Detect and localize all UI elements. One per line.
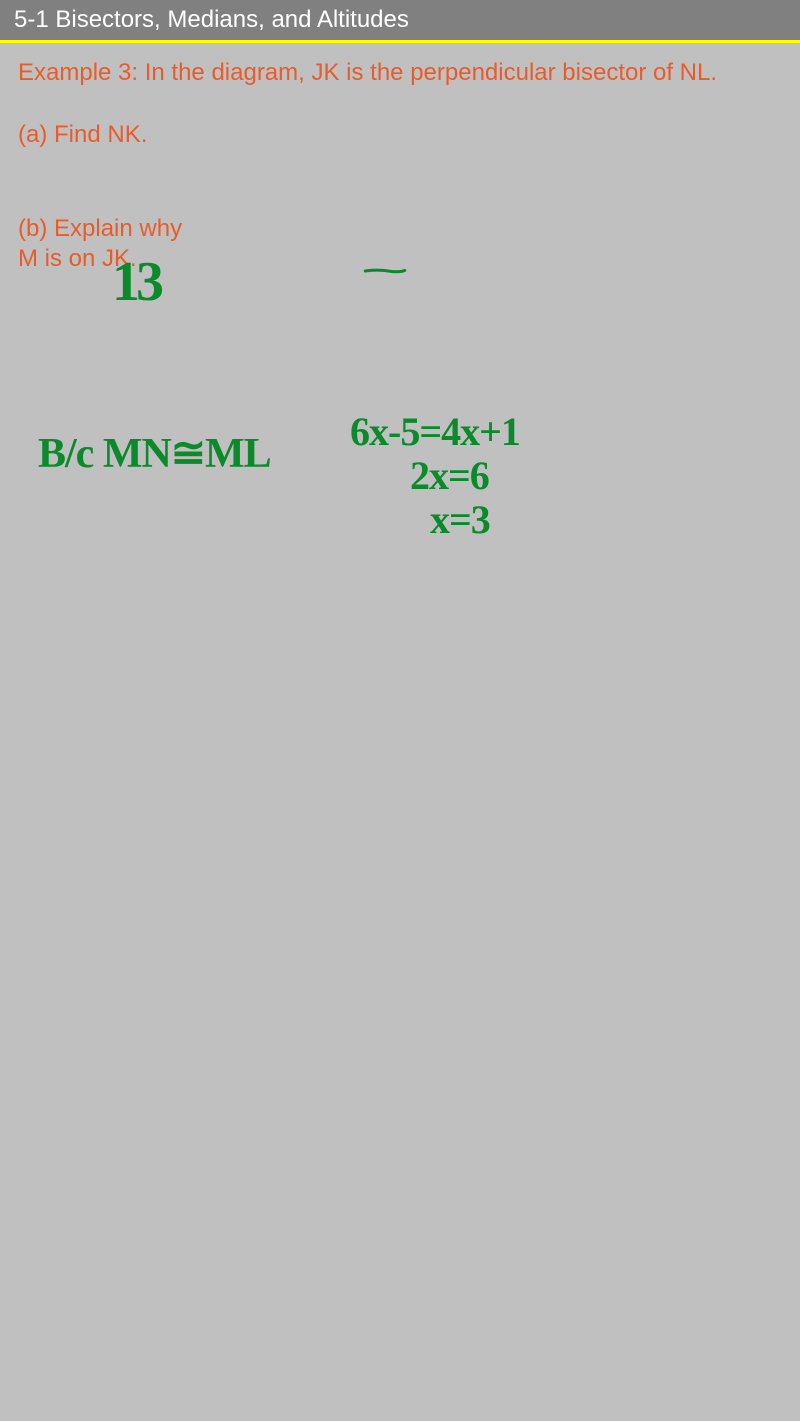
header-title: 5-1 Bisectors, Medians, and Altitudes xyxy=(14,6,409,33)
handwritten-work-line3: x=3 xyxy=(430,496,490,543)
handwritten-dash-icon xyxy=(350,268,420,274)
problem-intro: Example 3: In the diagram, JK is the per… xyxy=(0,43,800,88)
part-b-line1: (b) Explain why xyxy=(18,215,182,242)
part-a: (a) Find NK. xyxy=(0,106,800,150)
handwritten-work-line1: 6x-5=4x+1 xyxy=(350,408,520,455)
handwritten-answer-b: B/c MN≅ML xyxy=(38,428,271,478)
slide-header: 5-1 Bisectors, Medians, and Altitudes xyxy=(0,0,800,40)
handwritten-answer-a: 13 xyxy=(112,250,160,314)
handwritten-work-line2: 2x=6 xyxy=(410,452,489,499)
